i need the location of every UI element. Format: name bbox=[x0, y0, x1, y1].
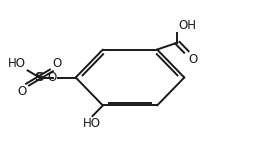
Text: HO: HO bbox=[82, 117, 100, 130]
Text: O: O bbox=[188, 53, 198, 66]
Text: OH: OH bbox=[179, 19, 197, 32]
Text: S: S bbox=[35, 71, 44, 84]
Text: O: O bbox=[53, 57, 62, 70]
Text: HO: HO bbox=[8, 57, 26, 70]
Text: O: O bbox=[17, 85, 27, 98]
Text: O: O bbox=[47, 71, 56, 84]
